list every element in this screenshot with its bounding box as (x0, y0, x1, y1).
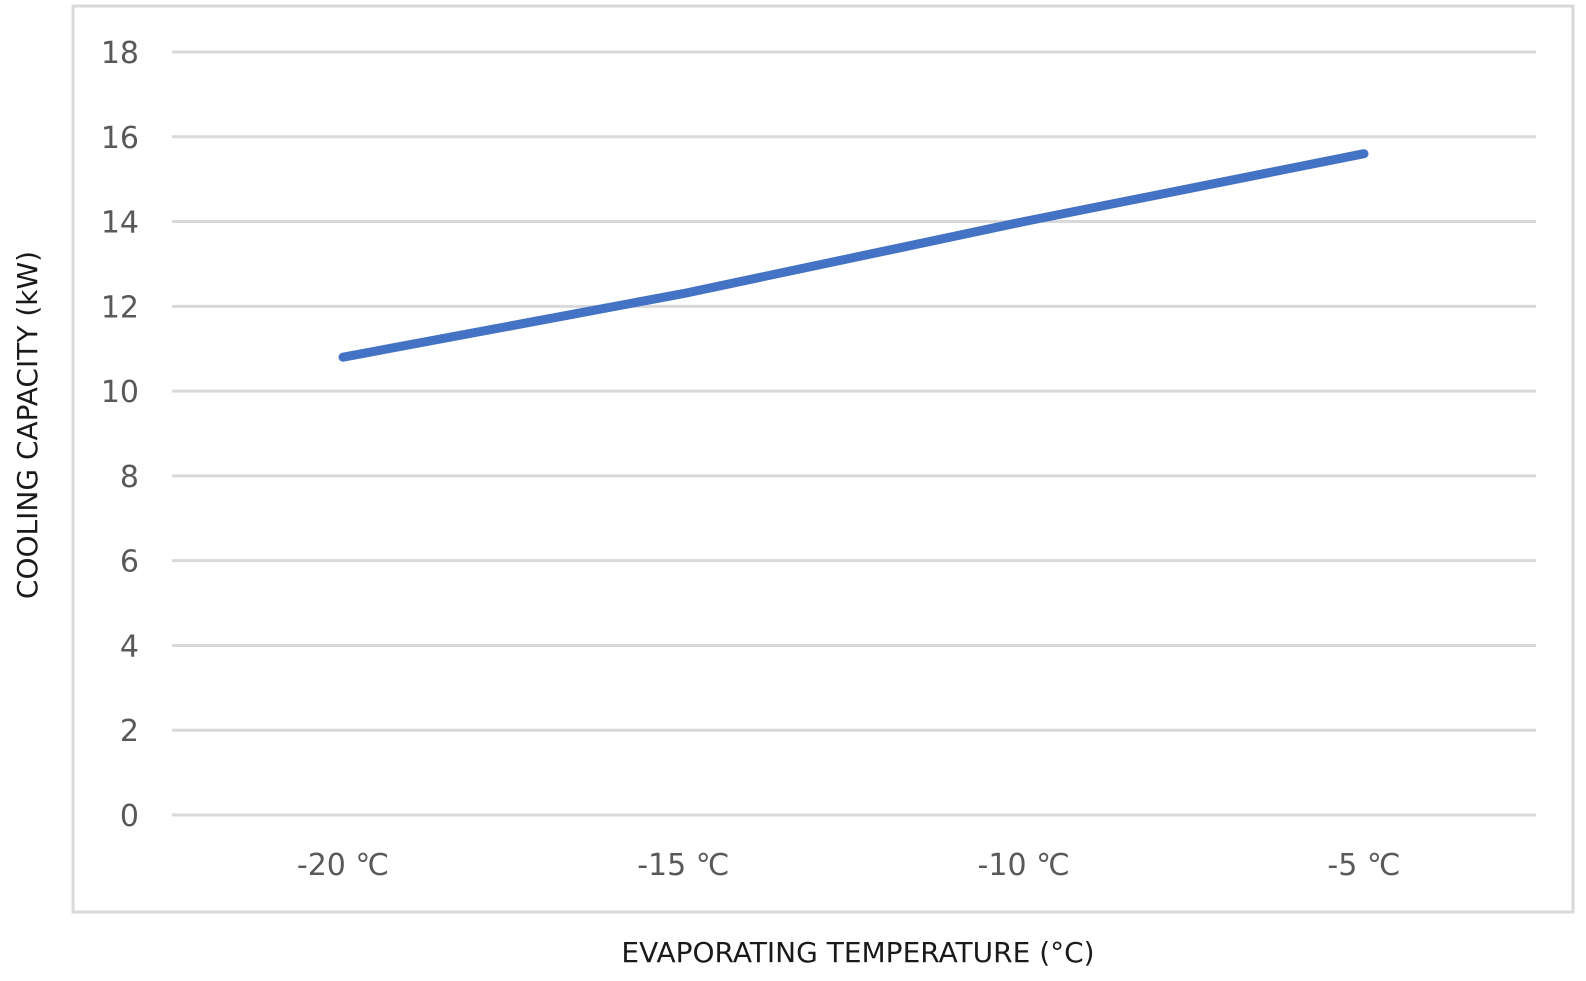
x-tick-label: -10 ℃ (978, 848, 1070, 883)
y-tick-label: 12 (101, 290, 139, 325)
y-tick-label: 4 (120, 629, 139, 664)
x-tick-label: -5 ℃ (1327, 848, 1400, 883)
y-tick-label: 8 (120, 460, 139, 495)
data-point (682, 293, 684, 295)
y-tick-labels: 0 2 4 6 8 10 12 14 16 18 (101, 36, 139, 834)
series-layer (338, 149, 1369, 362)
data-point (1023, 221, 1025, 223)
y-tick-label: 2 (120, 714, 139, 749)
x-axis-title: EVAPORATING TEMPERATURE (°C) (621, 936, 1094, 969)
y-tick-label: 14 (101, 206, 139, 241)
y-tick-label: 18 (101, 36, 139, 71)
series-line (338, 149, 1369, 362)
y-tick-label: 16 (101, 121, 139, 156)
y-axis-title: COOLING CAPACITY (kW) (11, 251, 44, 599)
y-tick-label: 10 (101, 375, 139, 410)
y-tick-label: 6 (120, 545, 139, 580)
x-tick-labels: -20 ℃ -15 ℃ -10 ℃ -5 ℃ (297, 848, 1401, 883)
x-tick-label: -15 ℃ (637, 848, 729, 883)
plot-frame (71, 4, 1575, 914)
gridlines (172, 50, 1536, 817)
y-tick-label: 0 (120, 799, 139, 834)
x-tick-label: -20 ℃ (297, 848, 389, 883)
data-point (1363, 153, 1365, 155)
data-point (342, 356, 344, 358)
